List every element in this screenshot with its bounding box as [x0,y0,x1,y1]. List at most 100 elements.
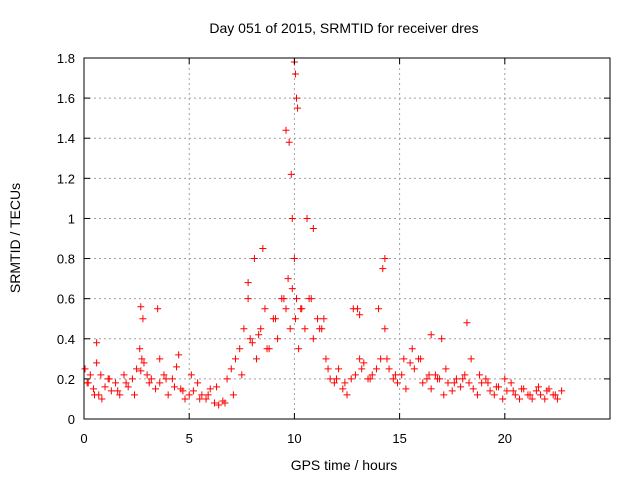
data-point [526,391,534,399]
data-point [442,365,450,373]
data-point [89,385,97,393]
data-point [198,391,206,399]
data-point [368,371,376,379]
data-point [347,375,355,383]
data-point [244,295,252,303]
x-tick-label: 10 [287,431,301,446]
data-point [490,391,498,399]
data-point [143,371,151,379]
y-axis-label: SRMTID / TECUs [7,183,23,293]
data-point [320,315,328,323]
data-point [393,379,401,387]
data-point [332,375,340,383]
data-point [160,371,168,379]
data-point [238,371,246,379]
data-point [417,355,425,363]
data-point [122,379,130,387]
data-point [406,359,414,367]
data-point [156,379,164,387]
data-point [427,331,435,339]
y-tick-label: 1.6 [57,91,75,106]
data-point [116,391,124,399]
data-point [433,375,441,383]
data-point [185,391,193,399]
data-point [537,391,545,399]
data-point [467,355,475,363]
data-point [194,379,202,387]
data-point [229,391,237,399]
data-point [91,391,99,399]
data-point [528,395,536,403]
data-point [541,395,549,403]
data-point [518,385,526,393]
grid [84,58,610,419]
data-point [431,371,439,379]
x-tick-label: 5 [186,431,193,446]
data-point [558,387,566,395]
data-point [255,331,263,339]
y-tick-label: 1.4 [57,131,75,146]
data-point [354,305,362,313]
data-point [133,365,141,373]
data-point [213,383,221,391]
data-point [107,387,115,395]
data-point [263,345,271,353]
data-point [314,315,322,323]
data-point [81,365,89,373]
y-tick-label: 1.8 [57,51,75,66]
y-tick-label: 1.2 [57,171,75,186]
data-point [86,371,94,379]
data-point [236,345,244,353]
data-point [293,295,301,303]
data-point [287,170,295,178]
data-point [181,395,189,403]
data-point [285,138,293,146]
data-point [339,385,347,393]
data-point [124,383,132,391]
x-tick-label: 20 [498,431,512,446]
data-point [173,363,181,371]
y-tick-label: 0 [68,412,75,427]
data-point [288,285,296,293]
data-point [223,375,231,383]
data-point [553,395,561,403]
data-point [335,365,343,373]
data-point [444,379,452,387]
data-point [84,379,92,387]
data-point [492,383,500,391]
data-point [248,339,256,347]
data-point [202,395,210,403]
data-point [215,401,223,409]
y-tick-label: 1 [68,211,75,226]
x-tick-label: 15 [392,431,406,446]
data-point [316,325,324,333]
data-point [366,375,374,383]
data-point [534,383,542,391]
data-point [147,375,155,383]
y-tick-label: 0.6 [57,292,75,307]
data-point [240,325,248,333]
data-point [389,375,397,383]
data-point [450,379,458,387]
data-point [322,355,330,363]
data-point [221,399,229,407]
data-point [274,335,282,343]
data-point [516,395,524,403]
data-point [187,371,195,379]
data-point [358,365,366,373]
data-point [271,315,279,323]
data-point [253,355,261,363]
data-point [324,365,332,373]
data-point [501,375,509,383]
data-point [440,391,448,399]
data-point [282,305,290,313]
data-point [457,383,465,391]
data-point [297,305,305,313]
data-point [423,375,431,383]
y-tick-label: 0.2 [57,372,75,387]
data-point [452,375,460,383]
data-point [482,375,490,383]
x-tick-label: 0 [80,431,87,446]
data-point [206,385,214,393]
data-point [309,335,317,343]
